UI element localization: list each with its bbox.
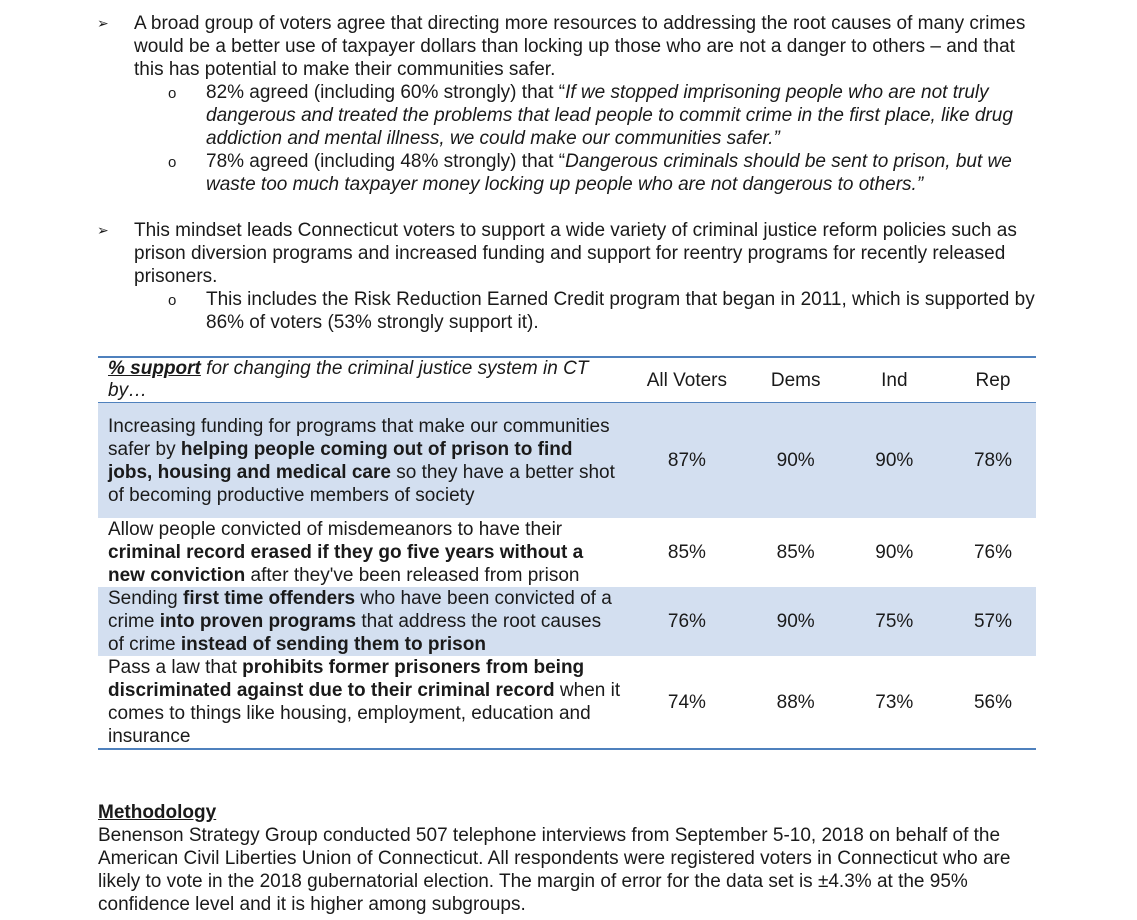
- circle-bullet-icon: o: [168, 292, 177, 309]
- row-text: when it comes to things like housing, em…: [108, 680, 621, 747]
- col-header-dems: Dems: [752, 356, 839, 403]
- row-text: Pass a law that: [108, 657, 243, 678]
- row-text-bold: first time offenders: [183, 588, 356, 609]
- col-header-ind: Ind: [838, 356, 950, 403]
- table-row: Sending first time offenders who have be…: [98, 587, 1036, 656]
- value-ind: 90%: [838, 402, 950, 518]
- sub-bullet-prefix: 78% agreed (including 48% strongly) that…: [206, 151, 566, 172]
- value-ind: 90%: [875, 542, 914, 563]
- row-text-bold: helping people coming out of prison to f…: [108, 438, 573, 483]
- row-text: after they've been released from prison: [245, 565, 580, 586]
- bullet-text: This mindset leads Connecticut voters to…: [134, 220, 1017, 287]
- sub-bullet: o This includes the Risk Reduction Earne…: [134, 288, 1036, 334]
- row-text: Allow people convicted of misdemeanors t…: [108, 519, 563, 540]
- row-text: Increasing funding for programs that mak…: [108, 415, 610, 460]
- sub-bullet: o 78% agreed (including 48% strongly) th…: [134, 150, 1036, 196]
- bullet-reform-policies: ➢ This mindset leads Connecticut voters …: [97, 219, 1036, 334]
- col-header-all-voters: All Voters: [621, 356, 753, 403]
- row-description: Sending first time offenders who have be…: [98, 587, 622, 656]
- sub-bullet-text: This includes the Risk Reduction Earned …: [206, 289, 1035, 333]
- value-ind: 73%: [838, 656, 950, 750]
- row-text-bold: prohibits former prisoners from being di…: [108, 657, 585, 701]
- table-row: Allow people convicted of misdemeanors t…: [98, 518, 1036, 587]
- row-description: Pass a law that prohibits former prisone…: [98, 656, 622, 750]
- value-ind: 75%: [838, 587, 950, 656]
- table-row: Increasing funding for programs that mak…: [98, 402, 1036, 518]
- value-rep: 78%: [949, 402, 1036, 518]
- value-rep: 56%: [949, 656, 1036, 750]
- row-description: Increasing funding for programs that mak…: [98, 402, 622, 518]
- arrow-bullet-icon: ➢: [97, 222, 109, 238]
- circle-bullet-icon: o: [168, 85, 177, 102]
- sub-bullet-prefix: 82% agreed (including 60% strongly) that…: [206, 82, 566, 103]
- row-text: who have been convicted of a crime: [108, 588, 612, 632]
- row-text: Sending: [108, 588, 184, 609]
- row-description: Allow people convicted of misdemeanors t…: [98, 518, 621, 587]
- bullet-text: A broad group of voters agree that direc…: [134, 13, 1026, 80]
- circle-bullet-icon: o: [168, 154, 177, 171]
- value-all-voters: 85%: [667, 542, 706, 563]
- support-table: % support for changing the criminal just…: [98, 356, 1036, 750]
- value-all-voters: 87%: [621, 402, 753, 518]
- value-dems: 90%: [752, 587, 839, 656]
- row-text-bold: into proven programs: [159, 611, 357, 632]
- row-text-bold: criminal record erased if they go five y…: [108, 542, 584, 586]
- row-text: so they have a better shot of becoming p…: [108, 461, 615, 506]
- methodology-heading: Methodology: [98, 802, 217, 823]
- value-all-voters: 74%: [621, 656, 753, 750]
- value-all-voters: 76%: [621, 587, 753, 656]
- row-text: that address the root causes of crime: [108, 611, 602, 655]
- value-rep: 76%: [973, 542, 1012, 563]
- value-dems: 88%: [752, 656, 839, 750]
- sub-bullet-quote: If we stopped imprisoning people who are…: [206, 82, 1013, 149]
- sub-bullet: o 82% agreed (including 60% strongly) th…: [134, 81, 1036, 150]
- row-text-bold: instead of sending them to prison: [180, 634, 486, 655]
- value-dems: 90%: [752, 402, 839, 518]
- methodology-section: Methodology Benenson Strategy Group cond…: [98, 801, 1038, 916]
- value-dems: 85%: [776, 542, 815, 563]
- methodology-text: Benenson Strategy Group conducted 507 te…: [98, 825, 1011, 915]
- col-header-rep: Rep: [949, 356, 1036, 403]
- bullet-root-causes: ➢ A broad group of voters agree that dir…: [97, 12, 1036, 196]
- table-header-row: % support for changing the criminal just…: [98, 356, 1036, 403]
- arrow-bullet-icon: ➢: [97, 15, 109, 31]
- value-rep: 57%: [949, 587, 1036, 656]
- table-header-label: % support for changing the criminal just…: [98, 356, 622, 403]
- sub-bullet-quote: Dangerous criminals should be sent to pr…: [206, 151, 1012, 195]
- table-row: Pass a law that prohibits former prisone…: [98, 656, 1036, 750]
